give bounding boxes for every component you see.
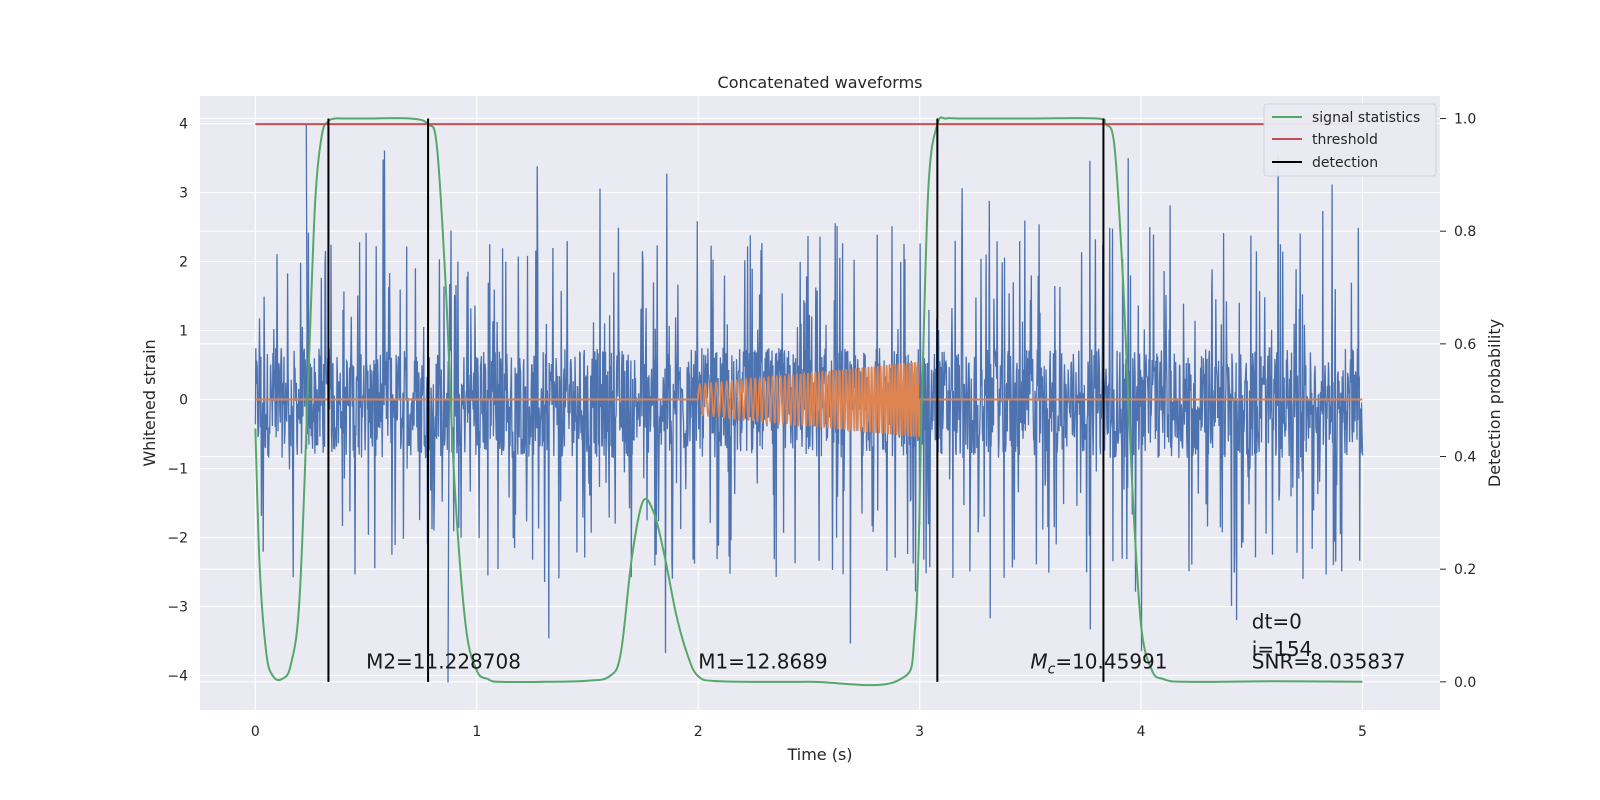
y-left-tick-label: −2 <box>167 531 188 547</box>
y-left-tick-label: 0 <box>179 393 188 409</box>
y-axis-left-ticks: −4 −3 −2 −1 0 1 2 3 4 <box>167 117 188 685</box>
annotation-m1: M1=12.8689 <box>698 650 827 674</box>
x-tick-label: 4 <box>1137 724 1146 740</box>
annotation-mc-sub: c <box>1048 662 1056 678</box>
y-left-tick-label: 4 <box>179 117 188 133</box>
y-left-tick-label: −4 <box>167 669 188 685</box>
signal-statistics-series <box>254 116 1363 687</box>
y-right-tick-label: 0.6 <box>1454 337 1476 353</box>
annotation-mc-main: M <box>1030 650 1047 674</box>
y-right-tick-label: 1.0 <box>1454 112 1476 128</box>
annotation-m2: M2=11.228708 <box>366 650 521 674</box>
signal-statistics-line <box>254 116 1363 687</box>
legend: signal statistics threshold detection <box>1263 103 1437 177</box>
y-left-tick-label: −1 <box>167 462 188 478</box>
annotation-dt: dt=0 <box>1252 610 1302 634</box>
x-axis-label: Time (s) <box>786 745 852 764</box>
y-left-tick-label: −3 <box>167 600 188 616</box>
legend-label-detection: detection <box>1312 155 1378 171</box>
x-tick-label: 2 <box>694 724 703 740</box>
x-tick-label: 0 <box>251 724 260 740</box>
legend-label-threshold: threshold <box>1312 132 1378 148</box>
x-tick-label: 5 <box>1358 724 1367 740</box>
x-axis-ticks: 0 1 2 3 4 5 <box>251 724 1367 740</box>
chart-title: Concatenated waveforms <box>718 73 923 92</box>
template-chirp <box>697 361 921 438</box>
annotation-mc: Mc=10.45991 <box>1030 650 1167 678</box>
legend-label-signal-statistics: signal statistics <box>1312 110 1420 126</box>
y-right-tick-label: 0.8 <box>1454 224 1476 240</box>
annotation-index: i=154 <box>1252 637 1313 661</box>
detection-series <box>327 118 1105 682</box>
y-axis-right-ticks: 0.0 0.2 0.4 0.6 0.8 1.0 <box>1440 112 1476 691</box>
y-axis-right-label: Detection probability <box>1485 319 1504 487</box>
x-tick-label: 1 <box>472 724 481 740</box>
legend-frame <box>1263 103 1437 177</box>
annotations: M2=11.228708 M1=12.8689 Mc=10.45991 dt=0… <box>366 610 1405 678</box>
y-left-tick-label: 2 <box>179 255 188 271</box>
y-right-tick-label: 0.4 <box>1454 450 1476 466</box>
annotation-mc-rest: =10.45991 <box>1055 650 1167 674</box>
x-tick-label: 3 <box>915 724 924 740</box>
annotation-snr: SNR=8.035837 <box>1252 650 1406 674</box>
y-right-tick-label: 0.0 <box>1454 675 1476 691</box>
y-axis-left-label: Whitened strain <box>140 339 159 466</box>
y-right-tick-label: 0.2 <box>1454 562 1476 578</box>
y-left-tick-label: 1 <box>179 324 188 340</box>
y-left-tick-label: 3 <box>179 186 188 202</box>
